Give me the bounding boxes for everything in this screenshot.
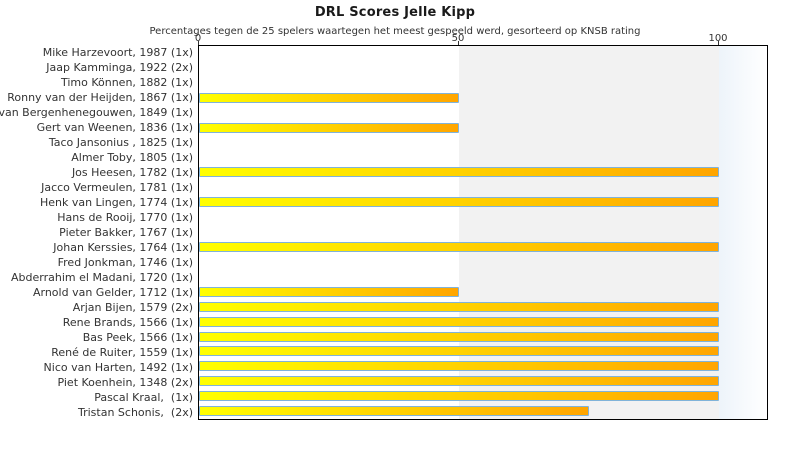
bar-row	[199, 121, 767, 136]
category-label: Jaap Kamminga, 1922 (2x)	[46, 61, 193, 74]
category-label: Pascal Kraal, (1x)	[94, 391, 193, 404]
bar[interactable]	[199, 331, 719, 342]
category-label: Rene Brands, 1566 (1x)	[62, 316, 193, 329]
plot-area	[198, 45, 768, 420]
category-label: Jacco Vermeulen, 1781 (1x)	[41, 181, 193, 194]
category-label: van Bergenhenegouwen, 1849 (1x)	[0, 106, 193, 119]
category-labels: Mike Harzevoort, 1987 (1x) Jaap Kamminga,…	[0, 45, 193, 420]
category-label: Almer Toby, 1805 (1x)	[71, 151, 193, 164]
category-label: Tristan Schonis, (2x)	[77, 406, 193, 419]
category-label: Taco Jansonius , 1825 (1x)	[48, 136, 193, 149]
bar-row	[199, 76, 767, 91]
bar-row	[199, 255, 767, 270]
bar[interactable]	[199, 122, 459, 133]
category-label: Johan Kerssies, 1764 (1x)	[53, 241, 193, 254]
bar-row	[199, 165, 767, 180]
bar-row	[199, 404, 767, 419]
bar[interactable]	[199, 167, 719, 178]
bar[interactable]	[199, 92, 459, 103]
category-label: Fred Jonkman, 1746 (1x)	[57, 256, 193, 269]
bar-row	[199, 106, 767, 121]
bar-row	[199, 46, 767, 61]
bar-row	[199, 136, 767, 151]
bar-row	[199, 180, 767, 195]
bar-row	[199, 359, 767, 374]
bar-row	[199, 374, 767, 389]
bar-row	[199, 61, 767, 76]
bar-row	[199, 210, 767, 225]
bar[interactable]	[199, 241, 719, 252]
bar-row	[199, 240, 767, 255]
bar[interactable]	[199, 286, 459, 297]
category-label: Timo Können, 1882 (1x)	[60, 76, 193, 89]
category-label: Bas Peek, 1566 (1x)	[82, 331, 193, 344]
bar-row	[199, 315, 767, 330]
bar[interactable]	[199, 346, 719, 357]
bar-row	[199, 195, 767, 210]
category-label: Piet Koenhein, 1348 (2x)	[57, 376, 193, 389]
bar-row	[199, 344, 767, 359]
category-label: Hans de Rooij, 1770 (1x)	[57, 211, 193, 224]
bar-row	[199, 225, 767, 240]
bar-row	[199, 330, 767, 345]
band-50-100	[459, 46, 719, 419]
category-label: Arnold van Gelder, 1712 (1x)	[32, 286, 193, 299]
plot-rows	[199, 46, 767, 419]
bar-row	[199, 150, 767, 165]
chart-subtitle: Percentages tegen de 25 spelers waartege…	[149, 26, 641, 37]
category-label: Mike Harzevoort, 1987 (1x)	[42, 46, 193, 59]
category-label: Nico van Harten, 1492 (1x)	[43, 361, 193, 374]
bar-row	[199, 270, 767, 285]
bar[interactable]	[199, 301, 719, 312]
category-label: Arjan Bijen, 1579 (2x)	[72, 301, 193, 314]
bar-row	[199, 389, 767, 404]
chart-title: DRL Scores Jelle Kipp	[314, 5, 476, 20]
category-label: Pieter Bakker, 1767 (1x)	[59, 226, 193, 239]
category-label: René de Ruiter, 1559 (1x)	[51, 346, 193, 359]
category-label: Henk van Lingen, 1774 (1x)	[39, 196, 193, 209]
category-label: Gert van Weenen, 1836 (1x)	[36, 121, 193, 134]
band-over-100	[719, 46, 767, 419]
bar[interactable]	[199, 316, 719, 327]
bar[interactable]	[199, 361, 719, 372]
bar-row	[199, 91, 767, 106]
bar[interactable]	[199, 406, 589, 417]
bar[interactable]	[199, 391, 719, 402]
bar-row	[199, 300, 767, 315]
category-label: Jos Heesen, 1782 (1x)	[71, 166, 193, 179]
bar[interactable]	[199, 376, 719, 387]
category-label: Ronny van der Heijden, 1867 (1x)	[7, 91, 193, 104]
category-label: Abderrahim el Madani, 1720 (1x)	[11, 271, 193, 284]
bar[interactable]	[199, 197, 719, 208]
bar-row	[199, 285, 767, 300]
